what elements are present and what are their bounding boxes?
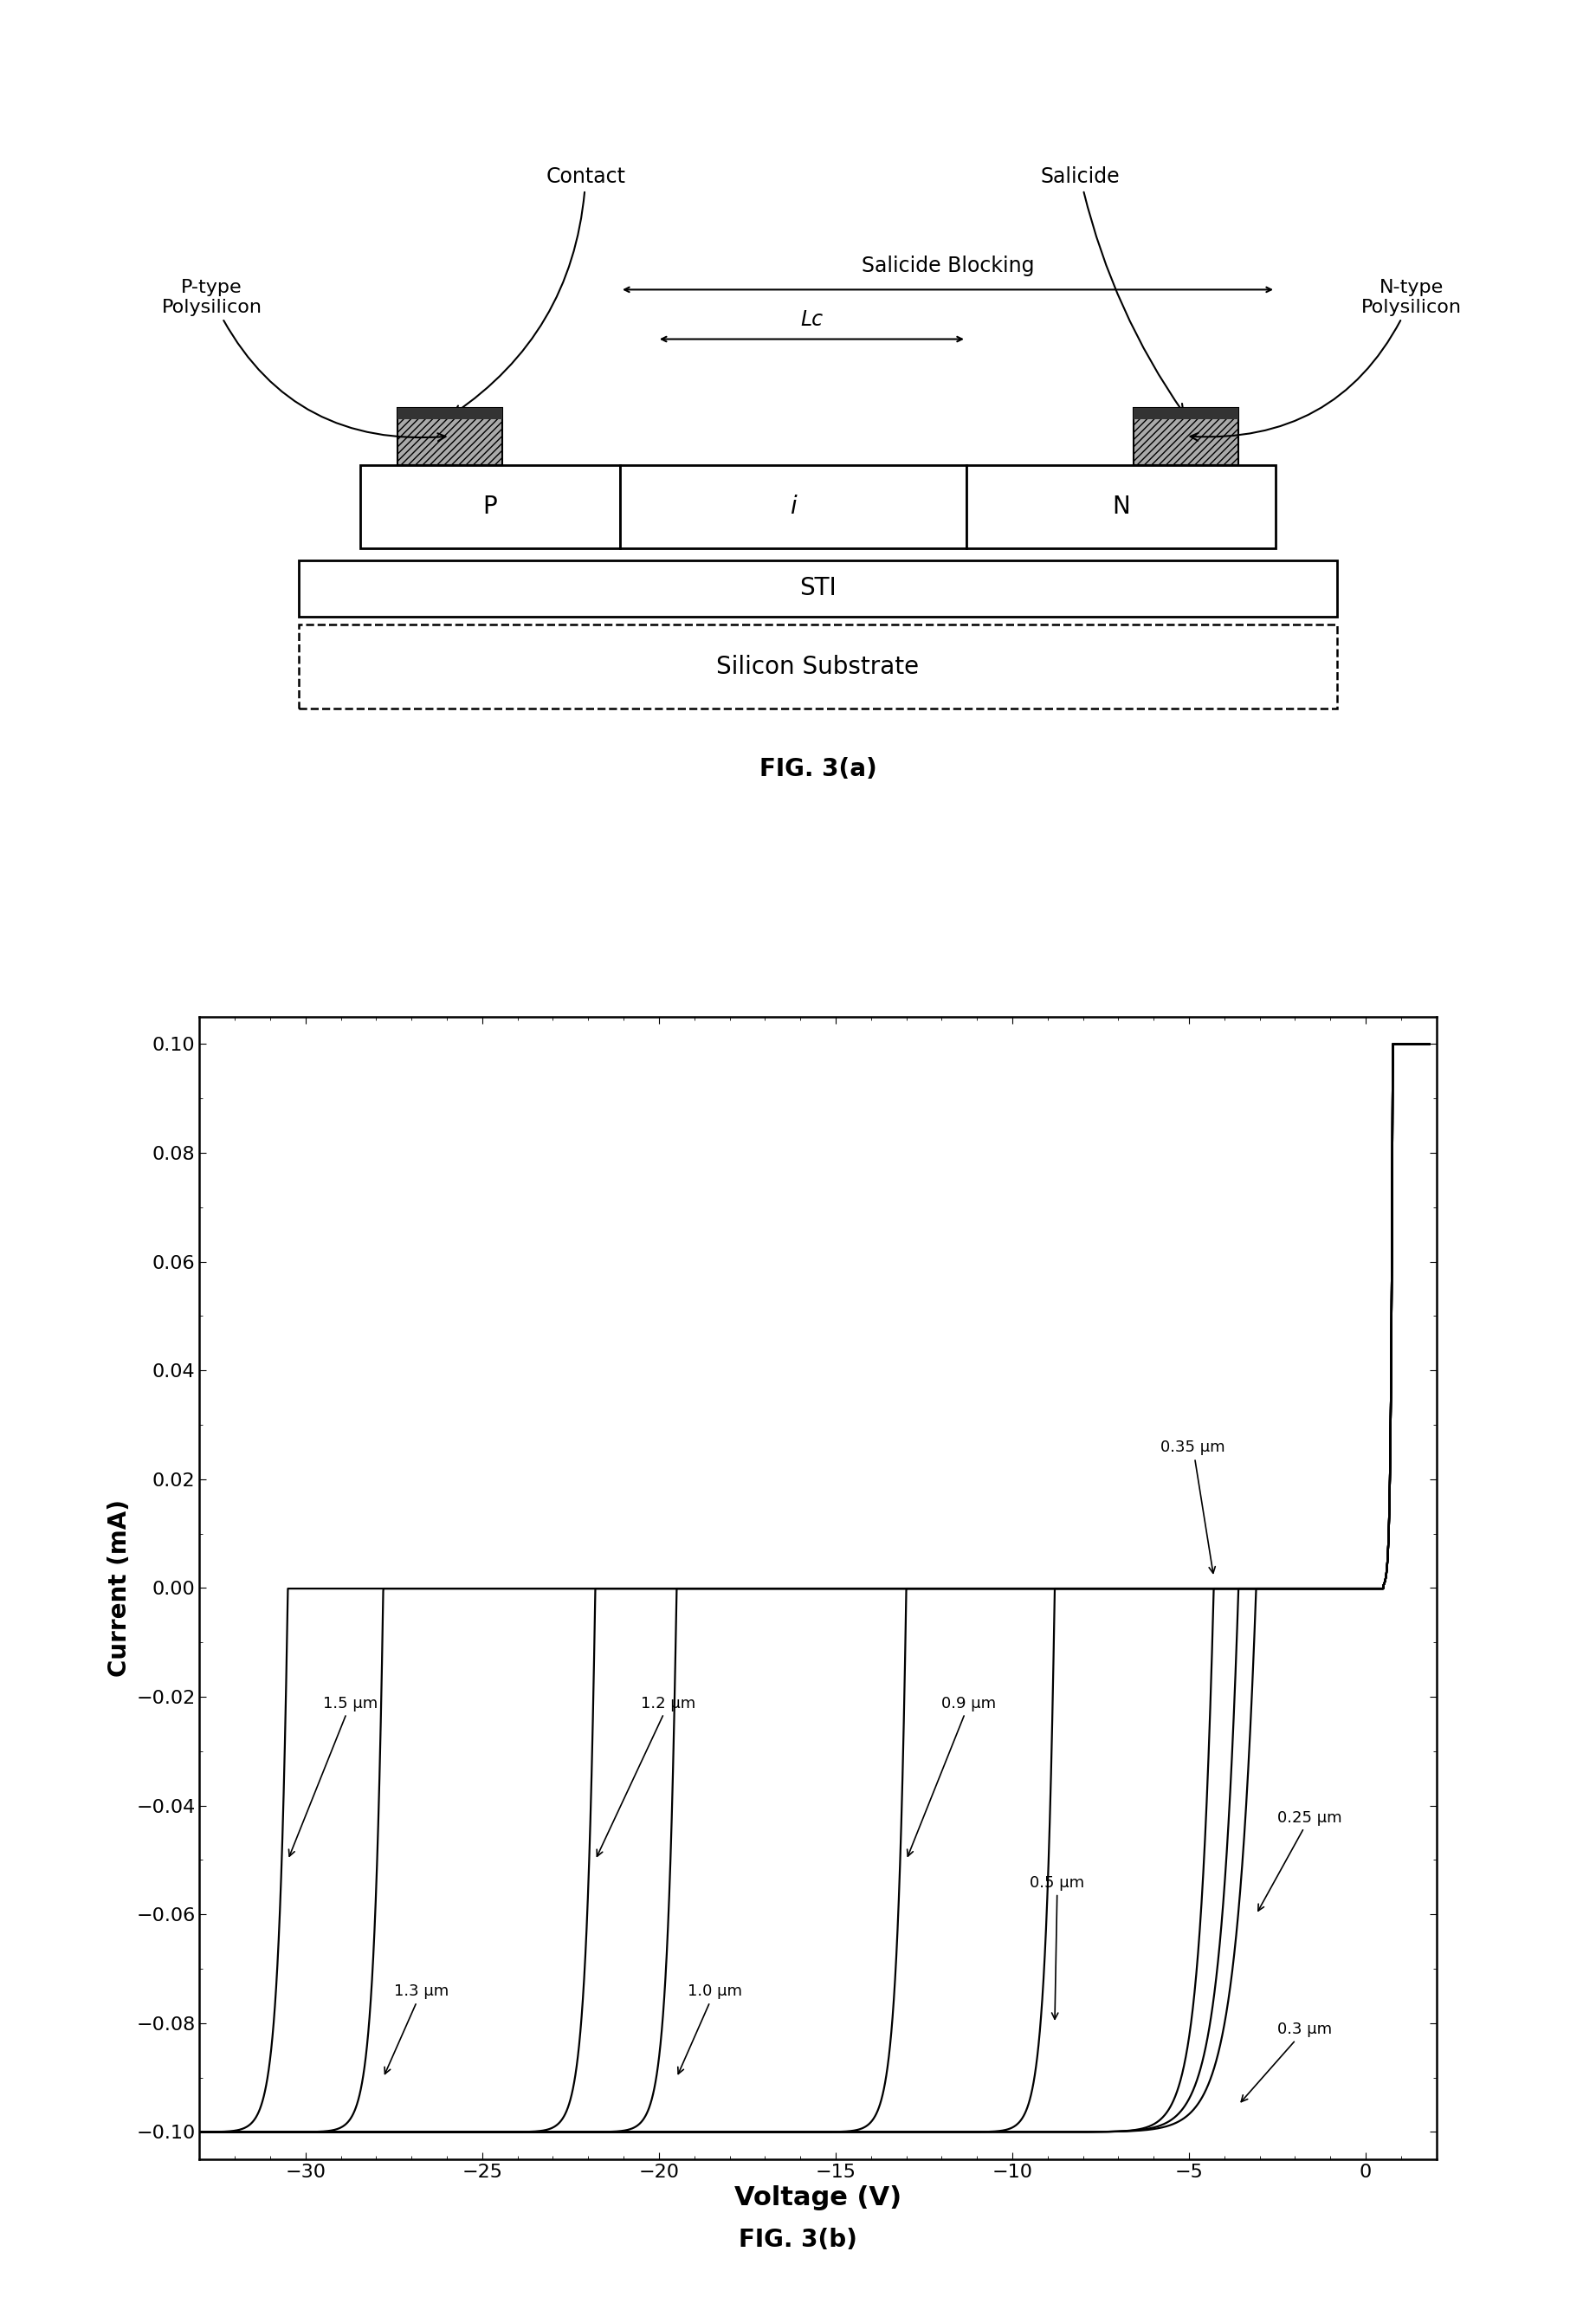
Text: Salicide Blocking: Salicide Blocking: [862, 255, 1034, 276]
Text: 0.35 μm: 0.35 μm: [1160, 1440, 1226, 1573]
X-axis label: Voltage (V): Voltage (V): [734, 2184, 902, 2210]
Text: 1.0 μm: 1.0 μm: [678, 1985, 742, 2074]
Text: Silicon Substrate: Silicon Substrate: [717, 655, 919, 678]
Text: P-type
Polysilicon: P-type Polysilicon: [161, 278, 445, 441]
Bar: [361, 464, 621, 549]
Text: 0.9 μm: 0.9 μm: [907, 1695, 996, 1856]
Bar: [967, 464, 1275, 549]
Bar: [397, 407, 503, 418]
Text: 1.3 μm: 1.3 μm: [385, 1985, 448, 2074]
Text: 0.25 μm: 0.25 μm: [1258, 1810, 1342, 1911]
Text: Salicide: Salicide: [1041, 168, 1183, 413]
Text: Lc: Lc: [801, 310, 824, 331]
Text: 1.2 μm: 1.2 μm: [597, 1695, 696, 1856]
Bar: [298, 625, 1337, 707]
Text: FIG. 3(a): FIG. 3(a): [760, 758, 876, 781]
Bar: [1133, 407, 1238, 418]
Text: Contact: Contact: [453, 168, 626, 413]
Bar: [298, 560, 1337, 618]
Text: 0.3 μm: 0.3 μm: [1242, 2021, 1333, 2102]
Text: P: P: [484, 494, 498, 519]
Bar: [1133, 407, 1238, 464]
Text: i: i: [790, 494, 796, 519]
Bar: [621, 464, 967, 549]
Y-axis label: Current (mA): Current (mA): [107, 1500, 131, 1677]
Text: 0.5 μm: 0.5 μm: [1029, 1874, 1085, 2019]
Text: N: N: [1112, 494, 1130, 519]
Bar: [397, 407, 503, 464]
Text: N-type
Polysilicon: N-type Polysilicon: [1191, 278, 1462, 441]
Text: 1.5 μm: 1.5 μm: [289, 1695, 378, 1856]
Text: FIG. 3(b): FIG. 3(b): [739, 2228, 857, 2251]
Text: STI: STI: [800, 577, 836, 600]
